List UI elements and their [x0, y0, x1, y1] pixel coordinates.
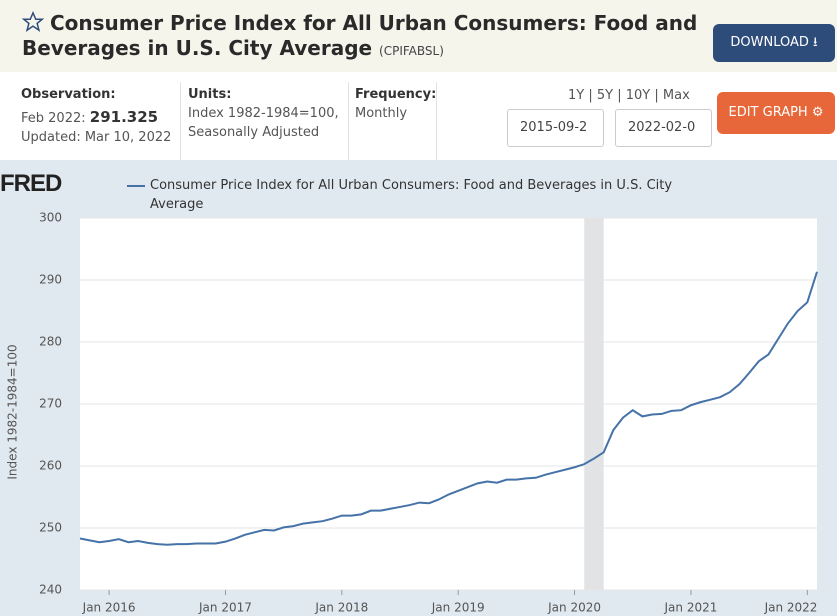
x-tick-label: Jan 2020	[547, 601, 601, 615]
range-1y[interactable]: 1Y	[568, 88, 585, 103]
y-axis-label: Index 1982-1984=100	[6, 344, 20, 479]
download-label: DOWNLOAD	[730, 35, 809, 50]
series-id: (CPIFABSL)	[379, 44, 444, 58]
y-tick-label: 250	[39, 521, 62, 535]
observation: Feb 2022: 291.325	[21, 108, 158, 128]
y-tick-label: 260	[39, 459, 62, 473]
y-tick-label: 280	[39, 335, 62, 349]
series-line	[79, 271, 818, 546]
separator	[180, 82, 181, 160]
legend-entry: Consumer Price Index for All Urban Consu…	[150, 178, 673, 212]
observation-value: 291.325	[89, 108, 159, 126]
y-tick-label: 300	[39, 211, 62, 225]
y-tick-label: 270	[39, 397, 62, 411]
series-title: Consumer Price Index for All Urban Consu…	[22, 11, 712, 64]
fred-logo: FRED	[0, 170, 62, 197]
x-tick-label: Jan 2017	[198, 601, 252, 615]
edit-graph-button[interactable]: EDIT GRAPH ⚙	[717, 92, 835, 134]
range-max[interactable]: Max	[662, 88, 690, 103]
end-date-input[interactable]: 2022-02-0	[615, 109, 712, 147]
x-tick-label: Jan 2022	[764, 601, 818, 615]
units-label: Units:	[188, 87, 232, 102]
updated: Updated: Mar 10, 2022	[21, 130, 172, 145]
observation-label: Observation:	[21, 87, 116, 102]
title-text: Consumer Price Index for All Urban Consu…	[22, 11, 698, 60]
observation-date: Feb 2022:	[21, 111, 86, 126]
x-tick-label: Jan 2016	[82, 601, 136, 615]
y-tick-label: 240	[39, 583, 62, 597]
units: Index 1982-1984=100, Seasonally Adjusted	[188, 106, 339, 140]
favorite-star[interactable]	[22, 11, 44, 33]
header: Consumer Price Index for All Urban Consu…	[0, 0, 837, 72]
range-buttons: 1Y | 5Y | 10Y | Max	[568, 88, 690, 103]
frequency-label: Frequency:	[355, 87, 437, 102]
separator	[436, 82, 437, 160]
edit-label: EDIT GRAPH	[728, 105, 808, 120]
download-button[interactable]: DOWNLOAD ⭳	[713, 24, 835, 62]
start-date-input[interactable]: 2015-09-2	[507, 109, 604, 147]
x-tick-label: Jan 2019	[431, 601, 485, 615]
y-tick-label: 290	[39, 273, 62, 287]
range-10y[interactable]: 10Y	[625, 88, 651, 103]
range-5y[interactable]: 5Y	[596, 88, 614, 103]
separator	[348, 82, 349, 160]
x-tick-label: Jan 2018	[314, 601, 368, 615]
x-tick-label: Jan 2021	[664, 601, 718, 615]
legend-swatch	[127, 185, 145, 187]
frequency: Monthly	[355, 106, 408, 121]
